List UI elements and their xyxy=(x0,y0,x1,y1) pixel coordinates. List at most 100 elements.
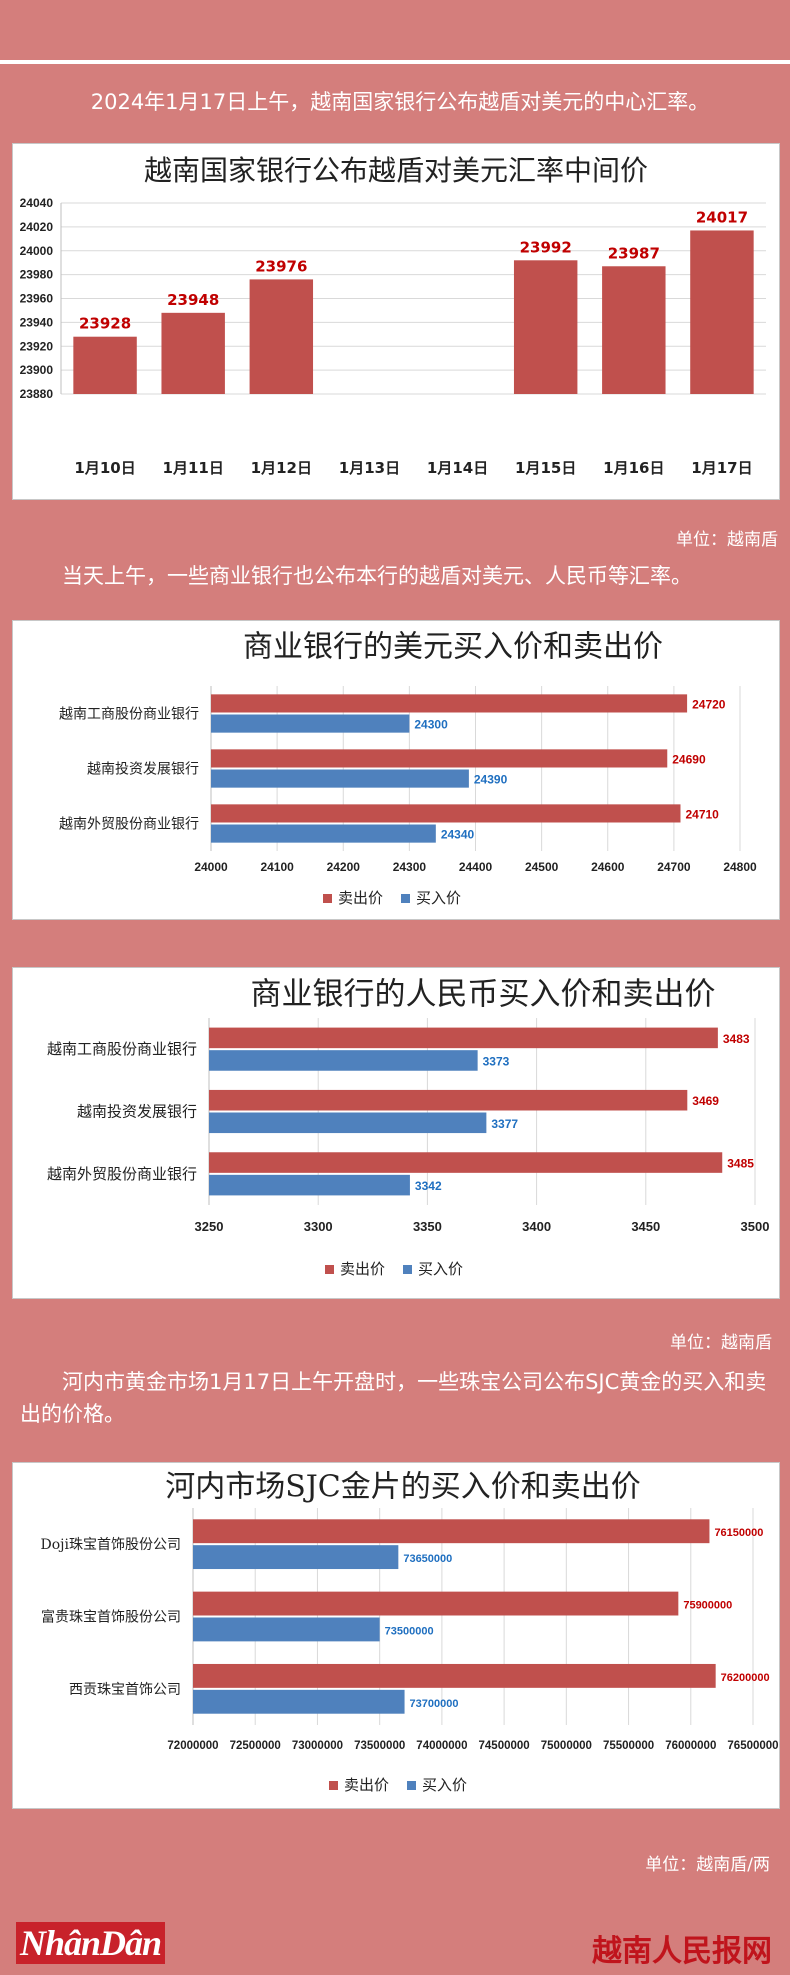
category-label: 越南投资发展银行 xyxy=(77,1103,197,1121)
category-label: Doji珠宝首饰股份公司 xyxy=(41,1537,181,1553)
x-tick-label: 3250 xyxy=(195,1219,224,1234)
category-label: 富贵珠宝首饰股份公司 xyxy=(41,1609,181,1626)
data-label: 73500000 xyxy=(385,1625,434,1637)
y-tick-label: 23980 xyxy=(20,268,54,282)
buy-bar xyxy=(193,1545,399,1570)
sell-bar xyxy=(193,1519,710,1544)
sell-bar xyxy=(193,1663,716,1688)
y-tick-label: 23900 xyxy=(20,363,54,377)
data-label: 24690 xyxy=(672,752,706,766)
y-tick-label: 23940 xyxy=(20,315,54,329)
data-label: 73650000 xyxy=(403,1553,452,1565)
data-label: 3485 xyxy=(727,1157,754,1171)
x-tick-label: 1月17日 xyxy=(691,459,752,477)
data-label: 24390 xyxy=(474,773,508,787)
x-tick-label: 24100 xyxy=(260,860,294,874)
x-tick-label: 75500000 xyxy=(603,1740,654,1752)
x-tick-label: 1月14日 xyxy=(427,459,488,477)
data-label: 23928 xyxy=(79,315,131,333)
bar xyxy=(161,312,225,394)
x-tick-label: 3500 xyxy=(741,1219,770,1234)
data-label: 23987 xyxy=(608,244,660,262)
unit-label-3: 单位：越南盾/两 xyxy=(645,1855,770,1875)
x-tick-label: 72000000 xyxy=(167,1740,218,1752)
top-divider xyxy=(0,60,790,64)
y-tick-label: 24000 xyxy=(20,244,54,258)
x-tick-label: 76000000 xyxy=(665,1740,716,1752)
buy-bar xyxy=(211,714,410,733)
data-label: 76200000 xyxy=(721,1672,770,1684)
bar xyxy=(249,279,314,394)
data-label: 73700000 xyxy=(410,1698,459,1710)
unit-label-2: 单位：越南盾 xyxy=(670,1333,772,1353)
buy-bar xyxy=(193,1689,405,1714)
category-label: 越南工商股份商业银行 xyxy=(59,707,199,723)
buy-bar xyxy=(209,1174,410,1196)
x-tick-label: 1月15日 xyxy=(515,459,576,477)
sell-bar xyxy=(211,804,681,823)
y-tick-label: 23880 xyxy=(20,387,54,401)
x-tick-label: 1月11日 xyxy=(163,459,224,477)
x-tick-label: 76500000 xyxy=(727,1740,778,1752)
data-label: 24017 xyxy=(696,208,748,226)
buy-bar xyxy=(211,824,436,843)
legend-label: 买入价 xyxy=(416,889,461,907)
intro-central-rate: 2024年1月17日上午，越南国家银行公布越盾对美元的中心汇率。 xyxy=(90,90,710,114)
unit-label-1: 单位：越南盾 xyxy=(676,530,778,550)
category-label: 西贡珠宝首饰公司 xyxy=(69,1682,181,1698)
buy-bar xyxy=(211,769,469,788)
data-label: 23992 xyxy=(520,238,572,256)
x-tick-label: 1月16日 xyxy=(603,459,664,477)
x-tick-label: 74500000 xyxy=(479,1740,530,1752)
chart-title: 河内市场SJC金片的买入价和卖出价 xyxy=(165,1470,641,1505)
data-label: 3342 xyxy=(415,1179,442,1193)
y-tick-label: 24020 xyxy=(20,220,54,234)
category-label: 越南外贸股份商业银行 xyxy=(59,817,199,833)
nhandan-logo: NhânDân xyxy=(16,1922,166,1964)
data-label: 24300 xyxy=(414,718,448,732)
legend-label: 卖出价 xyxy=(340,1260,385,1278)
legend-sell-swatch xyxy=(329,1781,338,1790)
x-tick-label: 3400 xyxy=(522,1219,551,1234)
x-tick-label: 3350 xyxy=(413,1219,442,1234)
x-tick-label: 24200 xyxy=(327,860,361,874)
chart-usd-rates: 商业银行的美元买入价和卖出价 24000 24100 24200 24300 24400 2… xyxy=(12,620,780,920)
data-label: 24720 xyxy=(692,697,726,711)
legend-sell-swatch xyxy=(323,894,332,903)
site-name: 越南人民报网 xyxy=(592,1934,772,1969)
category-label: 越南投资发展银行 xyxy=(87,762,199,778)
data-label: 24340 xyxy=(441,828,475,842)
x-tick-label: 24800 xyxy=(723,860,757,874)
y-tick-label: 24040 xyxy=(20,196,54,210)
data-label: 3469 xyxy=(692,1094,719,1108)
data-label: 76150000 xyxy=(714,1527,763,1539)
x-tick-label: 1月10日 xyxy=(74,459,135,477)
x-tick-label: 1月12日 xyxy=(251,459,312,477)
bar xyxy=(513,260,578,394)
chart-title: 商业银行的美元买入价和卖出价 xyxy=(243,630,663,665)
chart-title: 越南国家银行公布越盾对美元汇率中间价 xyxy=(144,154,648,187)
x-tick-label: 73500000 xyxy=(354,1740,405,1752)
category-label: 越南外贸股份商业银行 xyxy=(47,1165,197,1183)
legend-label: 买入价 xyxy=(422,1776,467,1794)
y-tick-label: 23920 xyxy=(20,339,54,353)
x-tick-label: 24400 xyxy=(459,860,493,874)
bar xyxy=(602,266,666,394)
intro-commercial-banks: 当天上午，一些商业银行也公布本行的越盾对美元、人民币等汇率。 xyxy=(62,564,692,588)
x-tick-label: 73000000 xyxy=(292,1740,343,1752)
chart-central-rate: 越南国家银行公布越盾对美元汇率中间价 23880 23900 23920 23940 23… xyxy=(12,143,780,500)
data-label: 3483 xyxy=(723,1032,750,1046)
sell-bar xyxy=(209,1152,723,1173)
sell-bar xyxy=(211,749,668,768)
x-tick-label: 24000 xyxy=(194,860,228,874)
data-label: 23948 xyxy=(167,291,219,309)
x-tick-label: 1月13日 xyxy=(339,459,400,477)
category-label: 越南工商股份商业银行 xyxy=(47,1040,197,1058)
legend-buy-swatch xyxy=(403,1265,412,1274)
legend-buy-swatch xyxy=(407,1781,416,1790)
chart-title: 商业银行的人民币买入价和卖出价 xyxy=(251,976,716,1012)
buy-bar xyxy=(209,1050,478,1071)
sell-bar xyxy=(193,1591,679,1616)
x-tick-label: 24300 xyxy=(393,860,427,874)
x-tick-label: 24700 xyxy=(657,860,691,874)
